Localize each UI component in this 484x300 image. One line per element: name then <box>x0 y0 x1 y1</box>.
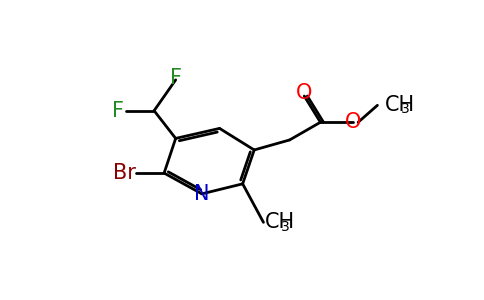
Text: 3: 3 <box>281 220 290 234</box>
Text: N: N <box>194 184 210 204</box>
Text: O: O <box>296 83 313 103</box>
Text: CH: CH <box>385 94 415 115</box>
Text: O: O <box>345 112 361 132</box>
Text: 3: 3 <box>401 102 410 116</box>
Text: CH: CH <box>265 212 295 232</box>
Text: Br: Br <box>113 163 136 183</box>
Text: F: F <box>170 68 182 88</box>
Text: F: F <box>112 101 124 121</box>
